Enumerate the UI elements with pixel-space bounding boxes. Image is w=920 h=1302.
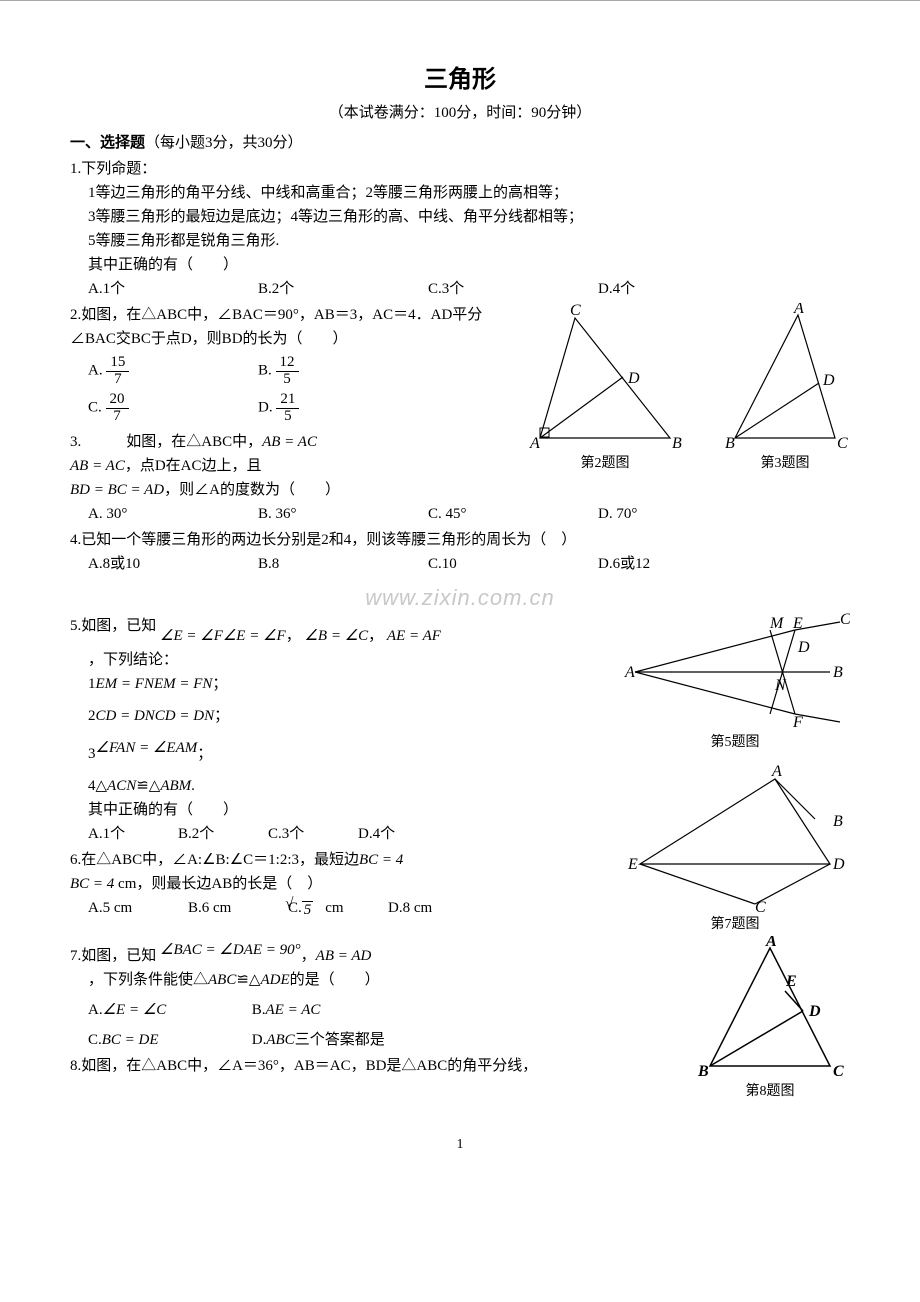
q4-choice-a: A.8或10 bbox=[88, 552, 258, 576]
question-8: 8.如图，在△ABC中，∠A＝36°，AB＝AC，BD是△ABC的角平分线， bbox=[70, 1054, 680, 1078]
page-number: 1 bbox=[70, 1134, 850, 1156]
question-3: 3. 如图，在△ABC中，AB = AC AB = AC，点D在AC边上，且 B… bbox=[70, 430, 514, 502]
q4-choice-c: C.10 bbox=[428, 552, 598, 576]
question-4: 4.已知一个等腰三角形的两边长分别是2和4，则该等腰三角形的周长为（ ） A.8… bbox=[70, 528, 850, 576]
svg-text:A: A bbox=[793, 303, 804, 317]
q7-choice-d: D.ABC三个答案都是 bbox=[252, 1028, 452, 1052]
page-title: 三角形 bbox=[70, 61, 850, 99]
q1-choice-c: C.3个 bbox=[428, 277, 598, 301]
svg-text:F: F bbox=[792, 714, 803, 731]
svg-text:C: C bbox=[833, 1063, 844, 1080]
svg-text:B: B bbox=[725, 435, 735, 452]
svg-text:D: D bbox=[808, 1003, 821, 1020]
q1-choice-a: A.1个 bbox=[88, 277, 258, 301]
svg-text:A: A bbox=[765, 936, 777, 950]
svg-text:A: A bbox=[624, 664, 635, 681]
q6-choice-a: A.5 cm bbox=[88, 896, 188, 920]
q5-choice-b: B.2个 bbox=[178, 822, 268, 846]
question-2-row: 2.如图，在△ABC中，∠BAC＝90°，AB＝3，AC＝4．AD平分∠BAC交… bbox=[70, 303, 850, 502]
figure-q5: A B C D E F M N 第5题图 bbox=[620, 612, 850, 754]
q5-choice-a: A.1个 bbox=[88, 822, 178, 846]
q5-choice-c: C.3个 bbox=[268, 822, 358, 846]
q5-choice-d: D.4个 bbox=[358, 822, 448, 846]
question-2: 2.如图，在△ABC中，∠BAC＝90°，AB＝3，AC＝4．AD平分∠BAC交… bbox=[70, 303, 514, 351]
question-7-row: 7.如图，已知 ∠BAC = ∠DAE = 90°，AB = AD ，下列条件能… bbox=[70, 936, 850, 1103]
svg-text:N: N bbox=[774, 677, 787, 694]
question-5: 5.如图，已知 ∠E = ∠F∠E = ∠F， ∠B = ∠C， AE = AF… bbox=[70, 614, 616, 846]
q1-choice-d: D.4个 bbox=[598, 277, 768, 301]
q7-choice-a: A.∠E = ∠C bbox=[88, 998, 248, 1022]
svg-text:M: M bbox=[769, 615, 785, 632]
figure-q3: A B C D 第3题图 bbox=[720, 303, 850, 475]
svg-text:B: B bbox=[833, 813, 843, 830]
section-1-heading: 一、选择题（每小题3分，共30分） bbox=[70, 131, 850, 155]
figure-q5-caption: 第5题图 bbox=[620, 732, 850, 754]
svg-text:B: B bbox=[833, 664, 843, 681]
figure-q2: A B C D 第2题图 bbox=[520, 303, 690, 475]
figure-q2-caption: 第2题图 bbox=[520, 453, 690, 475]
svg-text:C: C bbox=[570, 303, 581, 319]
svg-text:D: D bbox=[797, 639, 810, 656]
q7-choice-b: B.AE = AC bbox=[252, 998, 412, 1022]
svg-text:A: A bbox=[529, 435, 540, 452]
exam-info: （本试卷满分：100分，时间：90分钟） bbox=[70, 101, 850, 125]
figure-q7: A B C D E 第7题图 bbox=[620, 764, 850, 936]
q3-choice-c: C. 45° bbox=[428, 502, 598, 526]
question-6: 6.在△ABC中，∠A:∠B:∠C＝1:2:3，最短边BC = 4 BC = 4… bbox=[70, 848, 616, 922]
svg-text:C: C bbox=[840, 612, 850, 628]
svg-text:E: E bbox=[792, 615, 803, 632]
svg-text:E: E bbox=[785, 973, 797, 990]
q7-choice-c: C.BC = DE bbox=[88, 1028, 248, 1052]
svg-text:B: B bbox=[697, 1063, 709, 1080]
watermark: www.zixin.com.cn bbox=[70, 580, 850, 615]
q3-choice-a: A. 30° bbox=[88, 502, 258, 526]
q3-choices: A. 30° B. 36° C. 45° D. 70° bbox=[70, 502, 850, 526]
question-7: 7.如图，已知 ∠BAC = ∠DAE = 90°，AB = AD ，下列条件能… bbox=[70, 938, 680, 1052]
figure-q8: A B C D E 第8题图 bbox=[690, 936, 850, 1103]
svg-text:C: C bbox=[755, 899, 766, 914]
svg-text:A: A bbox=[771, 764, 782, 780]
q6-choice-c: C.5√ cm bbox=[288, 896, 388, 922]
svg-text:D: D bbox=[832, 856, 845, 873]
svg-text:D: D bbox=[627, 370, 640, 387]
figure-q3-caption: 第3题图 bbox=[720, 453, 850, 475]
svg-text:D: D bbox=[822, 372, 835, 389]
question-5-row: 5.如图，已知 ∠E = ∠F∠E = ∠F， ∠B = ∠C， AE = AF… bbox=[70, 612, 850, 937]
q6-choice-d: D.8 cm bbox=[388, 896, 488, 920]
q1-choice-b: B.2个 bbox=[258, 277, 428, 301]
figure-q7-caption: 第7题图 bbox=[620, 914, 850, 936]
svg-text:C: C bbox=[837, 435, 848, 452]
svg-text:B: B bbox=[672, 435, 682, 452]
q4-choice-d: D.6或12 bbox=[598, 552, 768, 576]
q4-choice-b: B.8 bbox=[258, 552, 428, 576]
question-1: 1.下列命题： 1等边三角形的角平分线、中线和高重合；2等腰三角形两腰上的高相等… bbox=[70, 157, 850, 301]
q6-choice-b: B.6 cm bbox=[188, 896, 288, 920]
q3-choice-b: B. 36° bbox=[258, 502, 428, 526]
q3-choice-d: D. 70° bbox=[598, 502, 768, 526]
figure-q8-caption: 第8题图 bbox=[690, 1081, 850, 1103]
svg-text:E: E bbox=[627, 856, 638, 873]
